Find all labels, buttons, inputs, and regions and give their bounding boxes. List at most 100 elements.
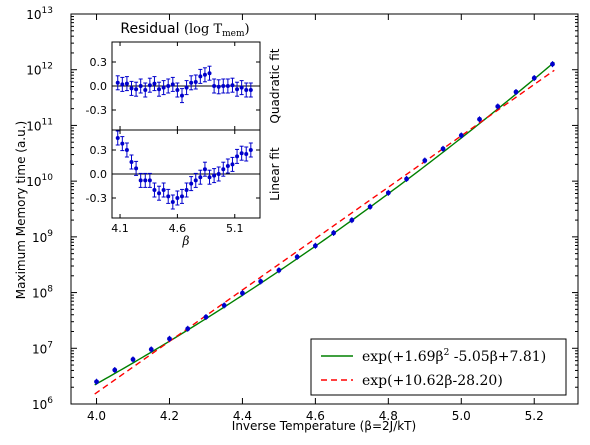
inset-data-point — [230, 83, 235, 88]
inset-data-point — [124, 148, 129, 152]
data-point — [94, 379, 99, 385]
inset-data-point — [157, 87, 162, 92]
inset-data-point — [184, 188, 189, 192]
inset-data-point — [244, 88, 249, 92]
inset-data-point — [166, 84, 171, 88]
inset-data-point — [216, 84, 221, 89]
inset-label-quadratic: Quadratic fit — [268, 48, 282, 123]
data-point — [221, 302, 227, 308]
inset-x-tick-label: 4.1 — [111, 222, 129, 235]
y-tick-label: 1011 — [26, 117, 53, 133]
x-axis-label: Inverse Temperature (β=2J/kT) — [232, 419, 416, 433]
data-point — [276, 267, 282, 273]
inset-data-point — [157, 191, 162, 196]
inset-data-point — [221, 167, 226, 172]
data-point — [477, 116, 482, 122]
inset-data-point — [120, 141, 125, 146]
inset-y-tick-label: 0.3 — [90, 56, 108, 69]
inset-data-point — [207, 71, 212, 76]
y-tick-label: 1013 — [26, 6, 53, 22]
data-point — [495, 104, 501, 109]
inset-data-point — [239, 151, 244, 156]
legend-box — [310, 338, 567, 396]
data-point — [458, 133, 464, 138]
inset-data-point — [235, 154, 240, 159]
inset-data-point — [189, 80, 194, 85]
inset-data-point — [202, 72, 207, 77]
data-point — [112, 367, 118, 373]
data-point — [331, 230, 337, 236]
data-point — [513, 89, 519, 95]
legend-quadratic-label: exp(+1.69β2 -5.05β+7.81) — [362, 348, 546, 365]
inset-data-point — [212, 84, 217, 88]
inset-data-point — [124, 81, 129, 86]
data-point — [294, 254, 300, 260]
data-point — [404, 176, 409, 182]
inset-data-point — [147, 178, 152, 183]
inset-data-point — [230, 162, 235, 167]
data-point — [367, 204, 373, 210]
inset-data-point — [115, 136, 120, 140]
data-point — [531, 75, 537, 81]
inset-data-point — [225, 164, 230, 168]
inset-y-tick-label: 0.0 — [90, 168, 108, 181]
inset-data-point — [202, 167, 207, 172]
inset: Residual (log Tmem) 0.3 0.0 -0.3 0.3 0.0 -0.3… — [86, 21, 282, 248]
data-point — [385, 190, 391, 196]
inset-y-tick-label: 0.0 — [90, 80, 108, 93]
data-point — [203, 314, 209, 320]
inset-data-point — [161, 85, 166, 90]
inset-data-point — [235, 87, 240, 92]
inset-data-point — [143, 88, 148, 92]
y-tick-label: 109 — [32, 229, 53, 245]
inset-data-point — [216, 172, 221, 176]
inset-data-point — [138, 84, 143, 88]
x-tick-label: 4.4 — [233, 409, 252, 423]
inset-data-point — [115, 80, 120, 85]
inset-data-point — [193, 178, 198, 183]
data-point — [349, 217, 355, 223]
inset-data-point — [189, 181, 194, 186]
data-point — [312, 243, 318, 249]
data-point — [185, 326, 191, 332]
inset-data-point — [179, 194, 184, 199]
inset-data-point — [244, 152, 249, 156]
legend-linear-label: exp(+10.62β-28.20) — [362, 373, 503, 389]
x-tick-label: 4.6 — [306, 409, 325, 423]
inset-data-point — [120, 82, 125, 87]
data-point — [167, 336, 172, 342]
data-point — [148, 347, 154, 352]
data-point — [440, 146, 446, 152]
x-tick-label: 5.2 — [525, 409, 544, 423]
inset-y-tick-label: -0.3 — [86, 104, 107, 117]
data-point — [550, 61, 555, 67]
inset-data-point — [129, 160, 134, 164]
inset-data-point — [129, 86, 134, 91]
data-point — [130, 357, 136, 362]
inset-data-point — [170, 200, 175, 204]
inset-x-tick-label: 4.6 — [169, 222, 187, 235]
inset-data-point — [239, 85, 244, 90]
y-tick-label: 108 — [32, 285, 53, 301]
inset-data-point — [152, 81, 157, 86]
inset-data-point — [184, 85, 189, 90]
inset-data-point — [170, 82, 175, 87]
inset-title: Residual (log Tmem) — [120, 21, 249, 39]
inset-data-point — [138, 178, 143, 183]
inset-data-point — [161, 188, 166, 192]
inset-data-point — [166, 194, 171, 199]
inset-marks: 0.3 0.0 -0.3 0.3 0.0 -0.3 4.1 4.6 5.1 — [86, 42, 260, 235]
inset-data-point — [248, 148, 253, 152]
data-point — [422, 158, 428, 163]
inset-data-point — [248, 88, 253, 92]
inset-data-point — [179, 93, 184, 98]
inset-data-point — [198, 74, 203, 79]
x-tick-label: 4.2 — [160, 409, 179, 423]
inset-data-point — [175, 196, 180, 200]
inset-y-tick-label: -0.3 — [86, 192, 107, 205]
inset-data-point — [134, 87, 139, 92]
inset-y-tick-label: 0.3 — [90, 144, 108, 157]
data-point — [258, 279, 264, 284]
inset-x-tick-label: 5.1 — [226, 222, 244, 235]
